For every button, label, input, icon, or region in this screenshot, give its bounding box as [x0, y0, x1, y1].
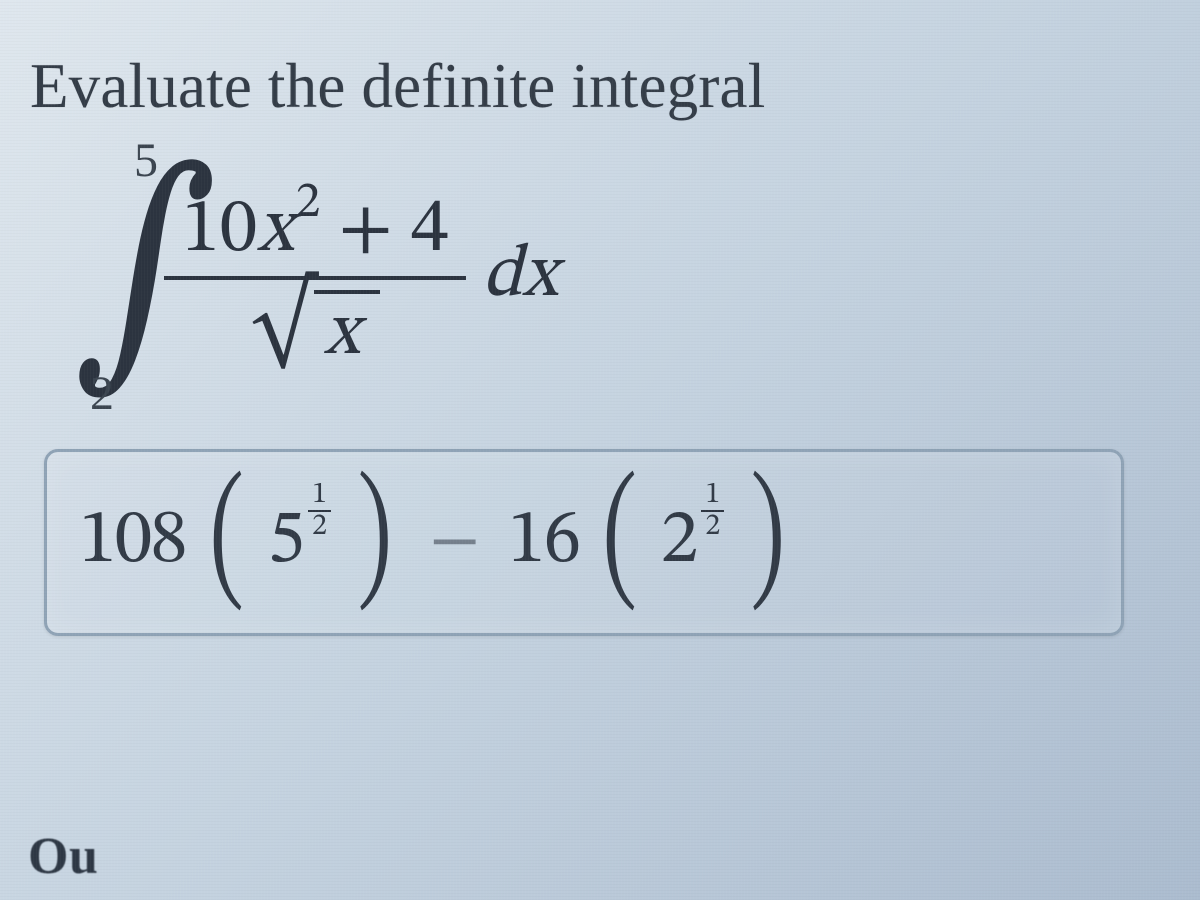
answer-term2: 2 1 2	[661, 495, 727, 590]
answer-term2-exp-num: 1	[701, 480, 724, 512]
integral-sign: ∫ 5 2	[66, 141, 158, 411]
lparen-1: (	[209, 486, 244, 599]
integral-lower-limit: 2	[90, 366, 114, 421]
integrand-denominator: √ x	[233, 286, 398, 379]
answer-term1-exp-den: 2	[308, 512, 331, 542]
answer-term2-coefficient: 16	[508, 495, 579, 590]
answer-box: 108 ( 5 1 2 ) − 16 ( 2 1 2 )	[44, 449, 1124, 636]
differential: dx	[482, 230, 557, 323]
rparen-1: )	[357, 486, 392, 599]
answer-term1-coefficient: 108	[79, 495, 186, 590]
integral-upper-limit: 5	[134, 133, 158, 188]
answer-operator: −	[429, 498, 479, 586]
cropped-footer-text: Ou	[28, 827, 98, 886]
integral-expression: ∫ 5 2 10x2 + 4 √ x dx	[66, 141, 1170, 411]
answer-term2-exponent: 1 2	[701, 480, 724, 542]
answer-term2-exp-den: 2	[701, 512, 724, 542]
radical-symbol: √	[251, 290, 316, 364]
lparen-2: (	[603, 486, 638, 599]
answer-term1-base: 5	[267, 495, 305, 590]
rparen-2: )	[751, 486, 786, 599]
answer-term1-exp-num: 1	[308, 480, 331, 512]
answer-term1: 5 1 2	[267, 495, 333, 590]
answer-term1-exponent: 1 2	[308, 480, 331, 542]
prompt-text: Evaluate the definite integral	[30, 50, 1170, 123]
sqrt: √ x	[251, 290, 380, 375]
answer-term2-base: 2	[661, 495, 699, 590]
radicand: x	[314, 290, 379, 375]
